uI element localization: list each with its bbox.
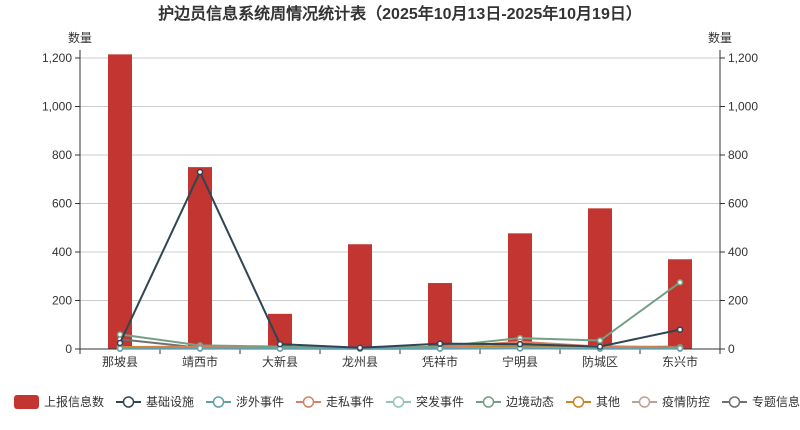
legend-item[interactable]: 疫情防控 — [632, 394, 710, 409]
bar — [428, 283, 452, 349]
bar — [588, 208, 612, 349]
chart-title: 护边员信息系统周情况统计表（2025年10月13日-2025年10月19日） — [158, 4, 642, 23]
x-tick-label: 宁明县 — [502, 354, 538, 369]
legend-label: 涉外事件 — [236, 395, 284, 409]
grid-lines — [80, 57, 720, 301]
bar — [108, 54, 132, 350]
legend-label: 边境动态 — [506, 394, 554, 409]
line-point — [356, 344, 364, 352]
y-tick-label-left: 600 — [52, 197, 72, 211]
y-tick-label-right: 1,000 — [728, 100, 758, 114]
y-tick-label-left: 1,000 — [42, 100, 72, 114]
legend-swatch-point — [212, 396, 225, 408]
bar — [348, 244, 372, 349]
legend-label: 上报信息数 — [44, 394, 104, 409]
x-tick-label: 防城区 — [582, 354, 618, 369]
legend-label: 疫情防控 — [662, 394, 710, 409]
legend-swatch-point — [392, 396, 405, 408]
x-tick-label: 靖西市 — [182, 354, 218, 369]
line-point — [596, 343, 604, 350]
axes: 0 0 200 200 400 400 600 600 800 800 1,000 1,000 1,20… — [42, 50, 758, 369]
legend-item[interactable]: 边境动态 — [476, 394, 554, 409]
line-series — [116, 168, 684, 353]
legend-item[interactable]: 涉外事件 — [206, 395, 284, 409]
legend-swatch-point — [572, 396, 585, 408]
line-point — [676, 326, 684, 333]
bar — [508, 233, 532, 349]
line-point — [116, 331, 124, 338]
y-tick-label-right: 0 — [728, 342, 735, 356]
legend-label: 突发事件 — [416, 394, 464, 409]
line-point — [676, 279, 684, 286]
line-point — [676, 345, 684, 352]
y-tick-label-left: 800 — [52, 148, 72, 162]
x-tick-label: 东兴市 — [662, 354, 698, 369]
y-tick-label-right: 600 — [728, 197, 748, 211]
legend-label: 其他 — [596, 395, 620, 409]
legend-swatch-point — [638, 396, 651, 408]
legend-label: 专题信息 — [752, 394, 800, 409]
legend-swatch-point — [122, 396, 135, 408]
y-axis-left-label: 数量 — [68, 30, 92, 45]
line-point — [116, 345, 124, 352]
line-point — [516, 340, 524, 348]
x-tick-label: 龙州县 — [342, 355, 378, 369]
line-series-path — [119, 170, 681, 349]
bar-series — [108, 54, 692, 350]
line-point — [436, 340, 444, 347]
legend[interactable]: 上报信息数 基础设施 涉外事件 走私事件 突发事件 边境动态 其他 疫情防控 专题信息 — [14, 394, 800, 409]
legend-swatch-bar — [14, 395, 39, 409]
legend-swatch-point — [302, 396, 315, 408]
legend-item[interactable]: 突发事件 — [386, 394, 464, 409]
y-tick-label-left: 200 — [52, 294, 72, 308]
y-tick-label-right: 1,200 — [728, 51, 758, 65]
legend-item[interactable]: 其他 — [566, 395, 620, 409]
line-point — [116, 339, 124, 347]
bar — [188, 167, 212, 349]
line-point — [196, 345, 204, 352]
legend-label: 基础设施 — [146, 395, 194, 409]
legend-item[interactable]: 上报信息数 — [14, 394, 104, 409]
x-tick-label: 那坡县 — [102, 355, 138, 369]
y-tick-label-right: 800 — [728, 148, 748, 162]
legend-swatch-point — [482, 396, 495, 408]
y-axis-right-label: 数量 — [708, 30, 732, 45]
legend-item[interactable]: 基础设施 — [116, 395, 194, 409]
line-point — [596, 337, 604, 344]
y-tick-label-right: 200 — [728, 294, 748, 308]
x-tick-label: 大新县 — [262, 354, 298, 369]
x-tick-label: 凭祥市 — [422, 354, 458, 369]
line-point — [276, 340, 284, 348]
y-tick-label-left: 0 — [65, 342, 72, 356]
legend-item[interactable]: 专题信息 — [722, 394, 800, 409]
y-tick-label-right: 400 — [728, 245, 748, 259]
legend-item[interactable]: 走私事件 — [296, 395, 374, 409]
y-tick-label-left: 1,200 — [42, 51, 72, 65]
bar — [668, 259, 692, 349]
y-tick-label-left: 400 — [52, 245, 72, 259]
line-point — [196, 168, 204, 176]
legend-label: 走私事件 — [326, 395, 374, 409]
legend-swatch-point — [728, 396, 741, 408]
